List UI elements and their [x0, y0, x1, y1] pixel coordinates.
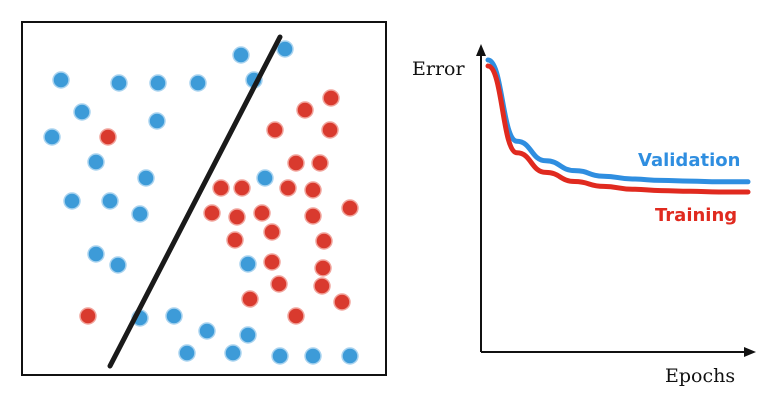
blue-data-point — [198, 322, 216, 340]
red-data-point — [79, 307, 97, 325]
red-data-point — [314, 259, 332, 277]
red-data-point — [266, 121, 284, 139]
validation-curve — [485, 57, 751, 185]
training-curve — [485, 63, 751, 195]
blue-data-point — [178, 344, 196, 362]
learning-curve-panel: Error Epochs Validation Training — [412, 44, 756, 387]
blue-data-point — [87, 153, 105, 171]
scatter-panel — [21, 21, 387, 376]
y-axis-label: Error — [412, 58, 465, 80]
validation-label: Validation — [638, 150, 740, 171]
blue-data-point — [109, 256, 127, 274]
red-data-point — [313, 277, 331, 295]
blue-data-point — [52, 71, 70, 89]
red-points-group — [79, 89, 359, 325]
blue-data-point — [63, 192, 81, 210]
red-data-point — [315, 232, 333, 250]
x-axis-arrow-icon — [744, 347, 756, 357]
blue-data-point — [189, 74, 207, 92]
blue-data-point — [304, 347, 322, 365]
red-data-point — [228, 208, 246, 226]
blue-data-point — [256, 169, 274, 187]
x-axis-label: Epochs — [665, 365, 735, 387]
training-label: Training — [655, 205, 737, 226]
blue-data-point — [271, 347, 289, 365]
blue-data-point — [165, 307, 183, 325]
red-data-point — [287, 154, 305, 172]
blue-data-point — [43, 128, 61, 146]
red-data-point — [304, 181, 322, 199]
blue-data-point — [87, 245, 105, 263]
red-data-point — [296, 101, 314, 119]
red-data-point — [241, 290, 259, 308]
red-data-point — [311, 154, 329, 172]
blue-data-point — [239, 326, 257, 344]
blue-data-point — [276, 40, 294, 58]
red-data-point — [341, 199, 359, 217]
red-data-point — [321, 121, 339, 139]
red-data-point — [322, 89, 340, 107]
red-data-point — [233, 179, 251, 197]
red-data-point — [263, 223, 281, 241]
blue-data-point — [110, 74, 128, 92]
red-data-point — [203, 204, 221, 222]
red-data-point — [253, 204, 271, 222]
blue-data-point — [341, 347, 359, 365]
blue-data-point — [224, 344, 242, 362]
blue-data-point — [239, 255, 257, 273]
blue-data-point — [131, 205, 149, 223]
decision-boundary-line — [107, 34, 283, 369]
blue-data-point — [101, 192, 119, 210]
blue-data-point — [148, 112, 166, 130]
blue-data-point — [232, 46, 250, 64]
red-data-point — [263, 253, 281, 271]
blue-data-point — [73, 103, 91, 121]
red-data-point — [333, 293, 351, 311]
y-axis-arrow-icon — [476, 44, 486, 56]
blue-data-point — [137, 169, 155, 187]
red-data-point — [99, 128, 117, 146]
red-data-point — [279, 179, 297, 197]
blue-data-point — [149, 74, 167, 92]
blue-points-group — [43, 40, 359, 365]
red-data-point — [270, 275, 288, 293]
red-data-point — [226, 231, 244, 249]
red-data-point — [304, 207, 322, 225]
red-data-point — [287, 307, 305, 325]
red-data-point — [212, 179, 230, 197]
